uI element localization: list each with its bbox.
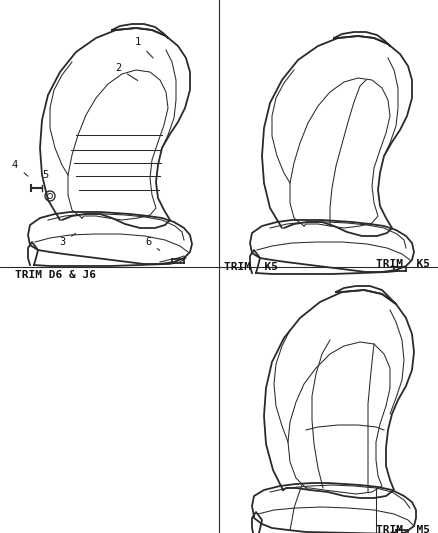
Text: TRIM D6 & J6: TRIM D6 & J6 — [15, 270, 96, 280]
Text: 5: 5 — [42, 170, 48, 188]
Text: 6: 6 — [145, 237, 160, 251]
Text: TRIM  K5: TRIM K5 — [224, 262, 278, 272]
Text: 1: 1 — [135, 37, 153, 58]
Text: 2: 2 — [115, 63, 138, 80]
Text: TRIM  M5: TRIM M5 — [376, 525, 430, 533]
Text: 3: 3 — [59, 233, 76, 247]
Text: 4: 4 — [12, 160, 28, 176]
Text: TRIM  K5: TRIM K5 — [376, 259, 430, 269]
